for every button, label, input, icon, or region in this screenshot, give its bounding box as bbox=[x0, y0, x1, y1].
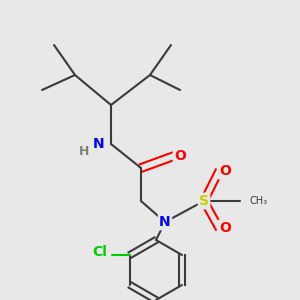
Text: O: O bbox=[174, 149, 186, 163]
Text: O: O bbox=[219, 221, 231, 235]
Text: H: H bbox=[79, 145, 89, 158]
Text: N: N bbox=[159, 215, 171, 229]
Text: O: O bbox=[219, 164, 231, 178]
Text: CH₃: CH₃ bbox=[249, 196, 267, 206]
Text: S: S bbox=[199, 194, 209, 208]
Text: N: N bbox=[93, 137, 105, 151]
Text: Cl: Cl bbox=[93, 245, 107, 259]
